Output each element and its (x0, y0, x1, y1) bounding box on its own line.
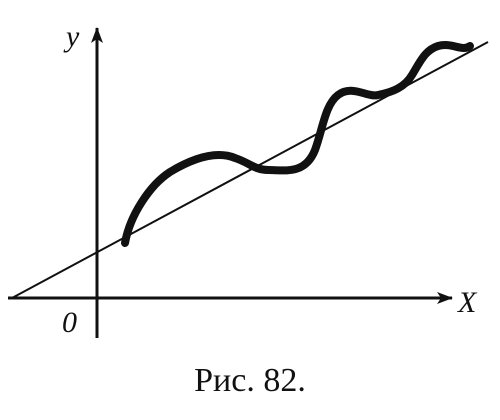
origin-label: 0 (62, 306, 77, 339)
x-axis-label: X (457, 286, 478, 319)
wavy-curve (121, 41, 474, 247)
y-axis-label: y (63, 20, 80, 53)
straight-line (11, 41, 489, 299)
figure-caption: Рис. 82. (194, 362, 306, 399)
